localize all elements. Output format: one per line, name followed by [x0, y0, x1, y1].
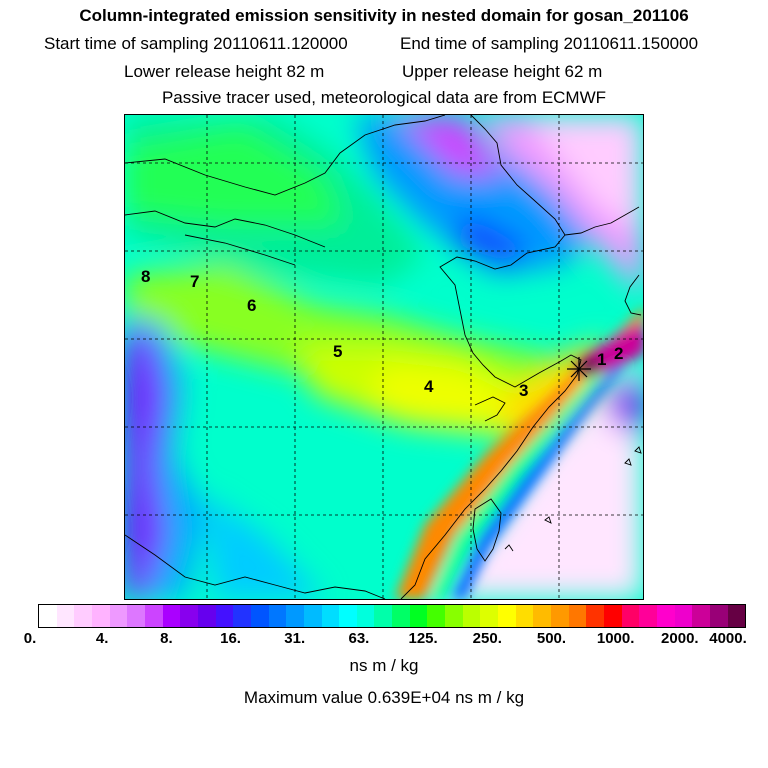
color-swatch: [639, 605, 657, 627]
color-swatch: [56, 605, 75, 627]
color-swatch: [127, 605, 145, 627]
trajectory-label-1: 1: [597, 350, 606, 369]
grid-lines: [125, 115, 643, 599]
trajectory-label-5: 5: [333, 342, 342, 361]
color-scale-tick-label: 63.: [348, 630, 370, 647]
color-scale-tick-label: 250.: [472, 630, 502, 647]
color-swatch: [674, 605, 693, 627]
color-swatch: [445, 605, 463, 627]
color-scale-tick-label: 125.: [408, 630, 438, 647]
color-swatch: [568, 605, 587, 627]
color-swatch: [356, 605, 375, 627]
color-swatch: [109, 605, 128, 627]
color-swatch: [233, 605, 251, 627]
color-swatch: [250, 605, 269, 627]
color-swatch: [692, 605, 710, 627]
color-swatch: [39, 605, 57, 627]
color-swatch: [339, 605, 357, 627]
color-swatch: [621, 605, 640, 627]
maximum-value-label: Maximum value 0.639E+04 ns m / kg: [243, 688, 525, 707]
color-scale-tick-label: 4.: [95, 630, 109, 647]
color-swatch: [74, 605, 92, 627]
color-swatch: [303, 605, 322, 627]
color-swatch: [286, 605, 304, 627]
color-scale-tick-label: 8.: [160, 630, 173, 647]
trajectory-label-8: 8: [141, 267, 150, 286]
sensitivity-map: 1 2 3 4 5 6 7 8: [124, 114, 644, 600]
lower-height-label: Lower release height 82 m: [124, 62, 325, 81]
color-scale-tick-label: 31.: [284, 630, 306, 647]
upper-height-label: Upper release height 62 m: [402, 62, 603, 81]
color-scale-tick-label: 2000.: [661, 630, 699, 647]
color-swatch: [374, 605, 393, 627]
color-swatch: [604, 605, 622, 627]
sensitivity-field: [125, 115, 643, 599]
color-swatch: [533, 605, 552, 627]
color-scale-tick-label: 0.: [23, 630, 37, 647]
color-swatch: [91, 605, 110, 627]
trajectory-label-7: 7: [190, 272, 199, 291]
color-swatch: [515, 605, 534, 627]
color-scale-bar: [38, 604, 746, 628]
trajectory-label-6: 6: [247, 296, 256, 315]
end-time-label: End time of sampling 20110611.150000: [400, 34, 699, 53]
color-scale-tick-label: 500.: [536, 630, 567, 647]
color-scale-tick-label: 4000.: [709, 630, 747, 647]
color-swatch: [144, 605, 163, 627]
color-swatch: [321, 605, 340, 627]
trajectory-label-3: 3: [519, 381, 528, 400]
color-swatch: [462, 605, 481, 627]
color-swatch: [656, 605, 675, 627]
color-swatch: [427, 605, 446, 627]
trajectory-labels: 1 2 3 4 5 6 7 8: [141, 267, 623, 400]
trajectory-label-2: 2: [614, 344, 623, 363]
release-point-marker: [567, 357, 591, 381]
color-swatch: [197, 605, 216, 627]
color-swatch: [480, 605, 499, 627]
color-swatch: [268, 605, 287, 627]
color-swatch: [215, 605, 234, 627]
color-scale-tick-label: 16.: [220, 630, 241, 647]
color-swatch: [709, 605, 728, 627]
color-swatch: [409, 605, 428, 627]
color-swatch: [551, 605, 569, 627]
trajectory-label-4: 4: [424, 377, 434, 396]
map-title: Column-integrated emission sensitivity i…: [79, 6, 689, 25]
start-time-label: Start time of sampling 20110611.120000: [44, 34, 348, 53]
color-swatch: [162, 605, 181, 627]
color-swatch: [498, 605, 516, 627]
color-swatch: [180, 605, 198, 627]
color-swatch: [586, 605, 604, 627]
unit-label: ns m / kg: [349, 656, 419, 675]
color-scale-tick-label: 1000.: [596, 630, 635, 647]
color-swatch: [392, 605, 410, 627]
color-swatch: [727, 605, 746, 627]
coastlines: [125, 115, 642, 599]
tracer-note: Passive tracer used, meteorological data…: [161, 88, 607, 107]
